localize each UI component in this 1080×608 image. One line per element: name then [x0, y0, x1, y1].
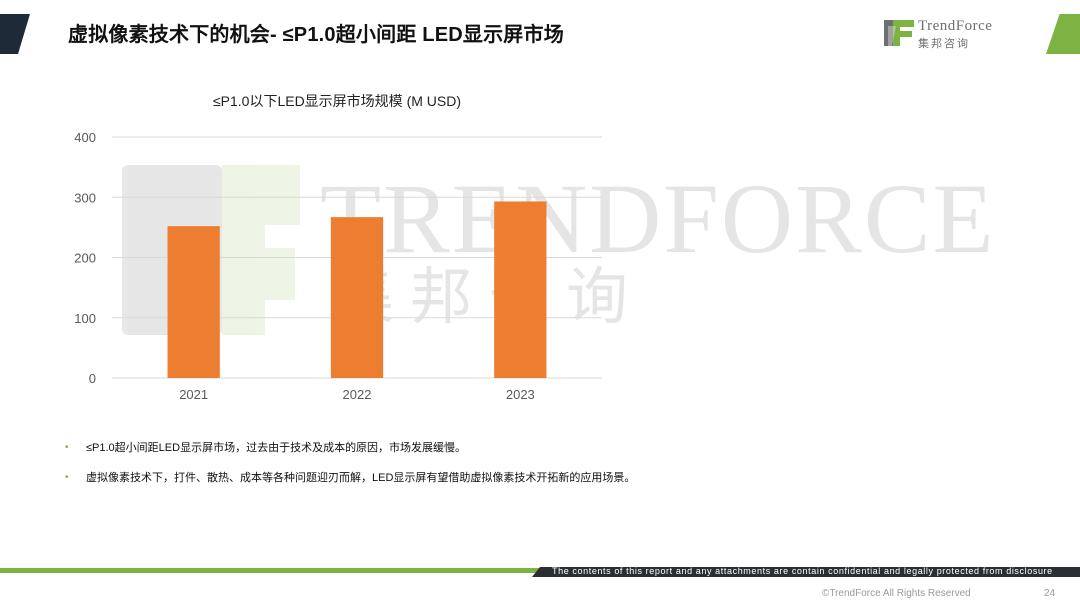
x-tick-label: 2023: [506, 387, 535, 402]
y-tick-label: 400: [74, 130, 96, 145]
y-tick-label: 200: [74, 251, 96, 266]
slide-title: 虚拟像素技术下的机会- ≤P1.0超小间距 LED显示屏市场: [68, 24, 564, 46]
bar-2021: [167, 226, 220, 378]
bullet-item: • ≤P1.0超小间距LED显示屏市场，过去由于技术及成本的原因，市场发展缓慢。: [62, 440, 962, 456]
y-tick-label: 300: [74, 190, 96, 205]
bullet-item: • 虚拟像素技术下，打件、散热、成本等各种问题迎刃而解，LED显示屏有望借助虚拟…: [62, 470, 962, 486]
bar-2023: [494, 201, 547, 378]
y-tick-label: 100: [74, 311, 96, 326]
bullet-list: • ≤P1.0超小间距LED显示屏市场，过去由于技术及成本的原因，市场发展缓慢。…: [62, 440, 962, 500]
bullet-text: ≤P1.0超小间距LED显示屏市场，过去由于技术及成本的原因，市场发展缓慢。: [86, 442, 467, 454]
bullet-dot-icon: •: [65, 442, 69, 453]
copyright-text: ©TrendForce All Rights Reserved: [822, 588, 971, 599]
page-number: 24: [1044, 588, 1056, 599]
trendforce-logo: TrendForce 集邦咨询: [884, 18, 1024, 50]
y-tick-label: 0: [89, 371, 96, 386]
bar-2022: [330, 217, 384, 378]
x-tick-label: 2021: [179, 387, 208, 402]
chart-title: ≤P1.0以下LED显示屏市场规模 (M USD): [213, 93, 461, 109]
logo-name: TrendForce: [918, 18, 993, 34]
logo-subtitle: 集邦咨询: [918, 38, 970, 50]
market-size-bar-chart: ≤P1.0以下LED显示屏市场规模 (M USD) 0100200300400 …: [74, 93, 602, 402]
footer-disclaimer: The contents of this report and any atta…: [552, 566, 1053, 576]
bullet-text: 虚拟像素技术下，打件、散热、成本等各种问题迎刃而解，LED显示屏有望借助虚拟像素…: [86, 472, 636, 484]
footer-bar: [0, 567, 1080, 577]
x-tick-label: 2022: [343, 387, 372, 402]
bullet-dot-icon: •: [65, 472, 69, 483]
footer-dark-band: [532, 567, 1080, 577]
footer-green-stripe: [0, 568, 540, 573]
trendforce-logo-icon: [884, 20, 914, 46]
